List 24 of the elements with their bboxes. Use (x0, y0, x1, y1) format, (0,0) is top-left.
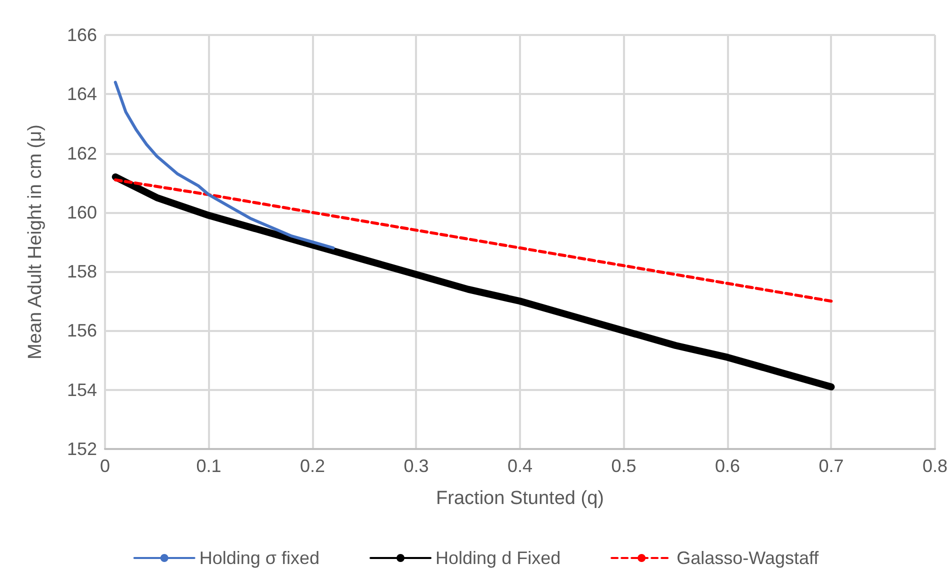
y-tick-label: 158 (66, 262, 97, 282)
x-tick-label: 0.4 (507, 456, 533, 476)
x-tick-label: 0.5 (611, 456, 636, 476)
x-tick-label: 0.7 (818, 456, 844, 476)
x-tick-label: 0.1 (196, 456, 222, 476)
x-tick-label: 0.6 (714, 456, 740, 476)
y-tick-label: 162 (66, 143, 97, 164)
legend-label: Holding d Fixed (436, 548, 561, 568)
y-tick-label: 166 (66, 25, 97, 45)
x-axis-title: Fraction Stunted (q) (436, 488, 604, 509)
y-tick-label: 154 (66, 380, 97, 400)
y-tick-label: 160 (66, 202, 97, 222)
y-tick-label: 156 (66, 320, 97, 341)
legend-label: Holding σ fixed (199, 548, 320, 568)
line-series (114, 80, 335, 250)
y-axis-title: Mean Adult Height in cm (μ) (25, 124, 46, 360)
y-tick-label: 152 (66, 439, 97, 459)
x-tick-label: 0.8 (922, 456, 948, 476)
y-tick-label: 164 (66, 84, 97, 104)
x-tick-label: 0.2 (300, 456, 326, 476)
x-tick-label: 0.3 (404, 456, 429, 476)
line-series (114, 178, 833, 303)
x-tick-label: 0 (100, 456, 110, 476)
legend-label: Galasso-Wagstaff (676, 548, 820, 568)
